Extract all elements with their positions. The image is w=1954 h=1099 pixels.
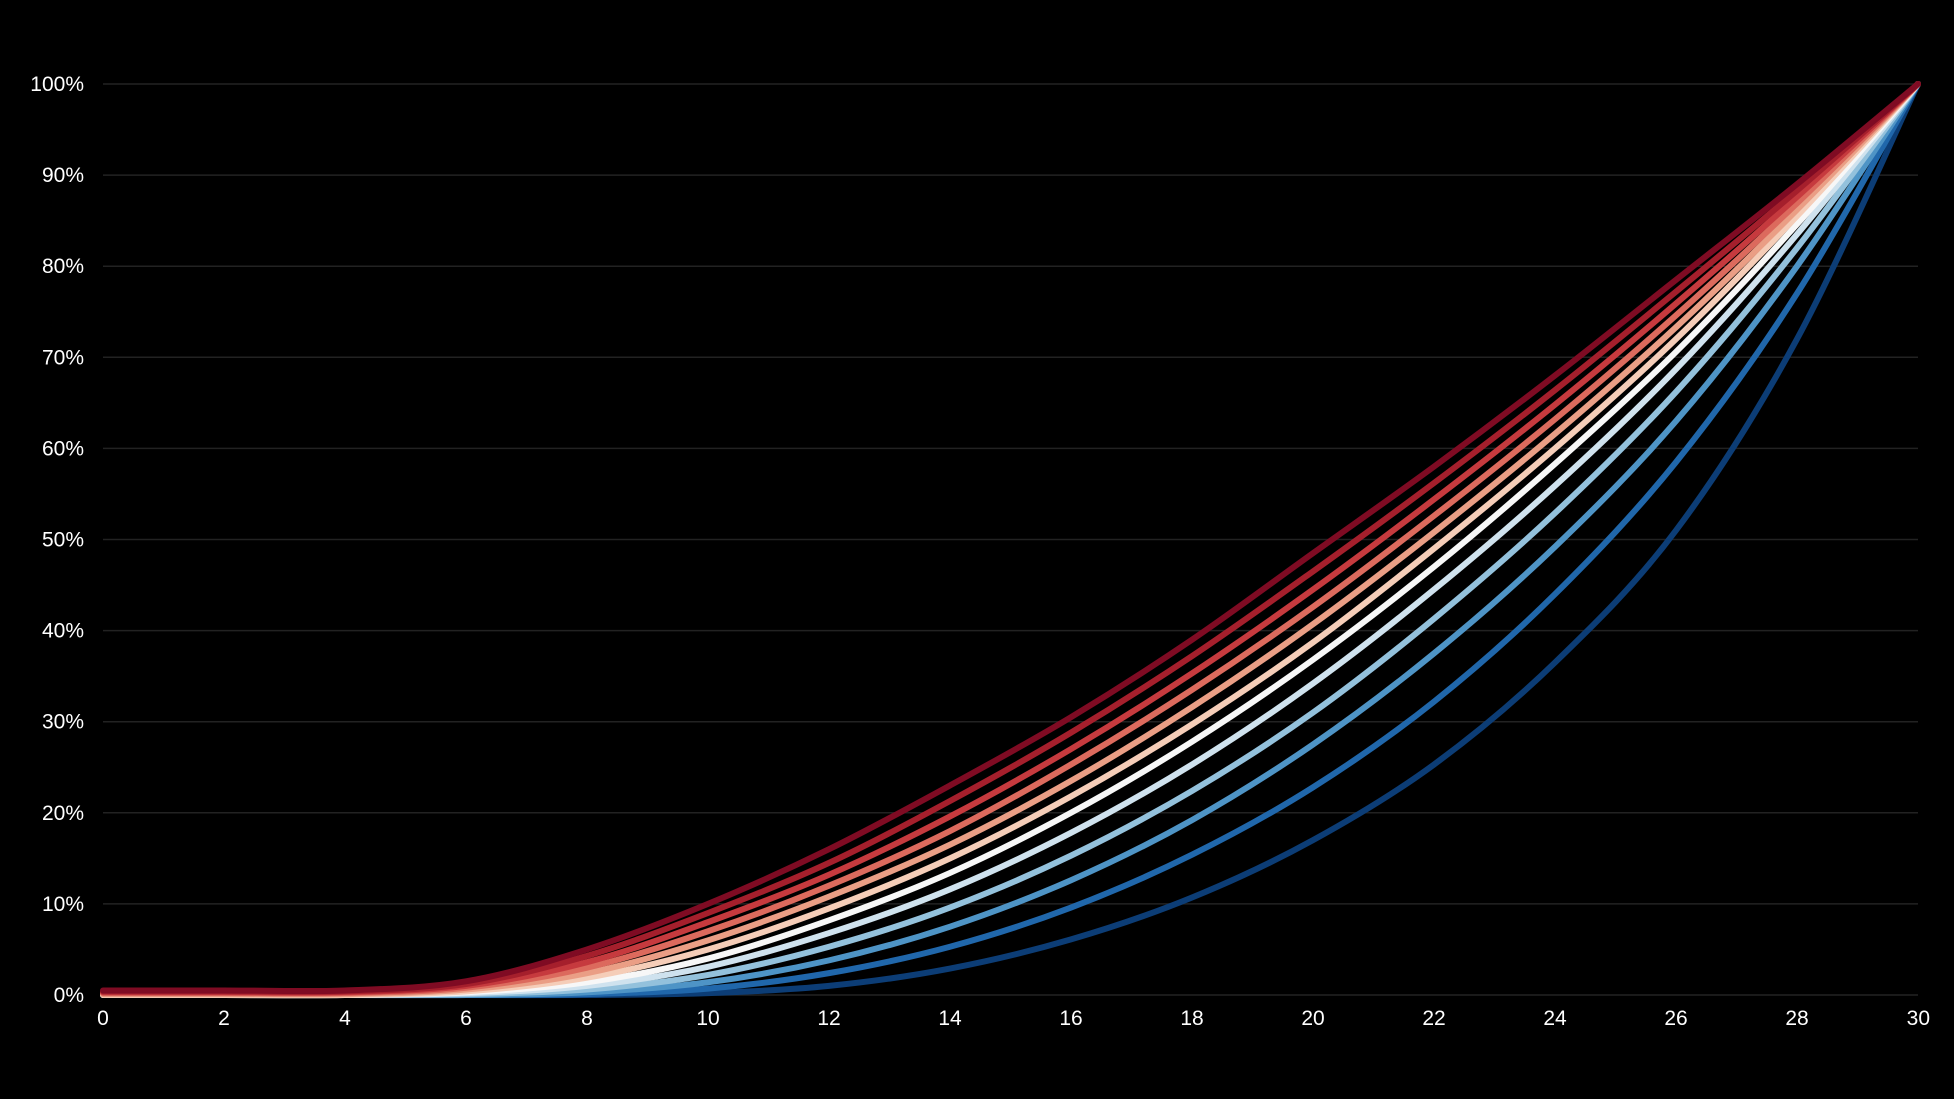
x-tick-label: 22 xyxy=(1422,1007,1445,1030)
series-lines xyxy=(100,81,1921,999)
y-tick-label: 30% xyxy=(42,711,84,734)
gridlines xyxy=(103,83,1918,996)
y-tick-label: 10% xyxy=(42,893,84,916)
x-tick-label: 0 xyxy=(97,1007,109,1030)
x-tick-label: 26 xyxy=(1664,1007,1687,1030)
y-tick-label: 100% xyxy=(30,73,84,96)
y-tick-label: 50% xyxy=(42,529,84,552)
y-tick-label: 90% xyxy=(42,164,84,187)
y-tick-label: 0% xyxy=(54,984,84,1007)
y-tick-label: 60% xyxy=(42,437,84,460)
x-tick-label: 16 xyxy=(1059,1007,1082,1030)
x-tick-label: 10 xyxy=(696,1007,719,1030)
series-line-3 xyxy=(100,81,1921,996)
x-tick-label: 18 xyxy=(1180,1007,1203,1030)
x-tick-label: 30 xyxy=(1907,1007,1930,1030)
y-tick-label: 80% xyxy=(42,255,84,278)
x-tick-label: 28 xyxy=(1785,1007,1808,1030)
x-tick-label: 2 xyxy=(218,1007,230,1030)
x-tick-label: 14 xyxy=(938,1007,962,1030)
y-tick-label: 20% xyxy=(42,802,84,825)
x-tick-label: 6 xyxy=(460,1007,472,1030)
y-tick-label: 40% xyxy=(42,620,84,643)
series-line-2 xyxy=(100,81,1921,995)
x-axis-tick-labels: 0 2 4 6 8 10 12 14 16 18 20 22 24 26 28 30 xyxy=(97,1007,1930,1030)
x-tick-label: 24 xyxy=(1543,1007,1567,1030)
series-line-1 xyxy=(100,81,1921,995)
x-tick-label: 12 xyxy=(817,1007,840,1030)
x-tick-label: 8 xyxy=(581,1007,593,1030)
y-axis-tick-labels: 0% 10% 20% 30% 40% 50% 60% 70% 80% 90% 100% xyxy=(30,73,84,1007)
x-tick-label: 20 xyxy=(1301,1007,1324,1030)
x-tick-label: 4 xyxy=(339,1007,351,1030)
y-tick-label: 70% xyxy=(42,346,84,369)
